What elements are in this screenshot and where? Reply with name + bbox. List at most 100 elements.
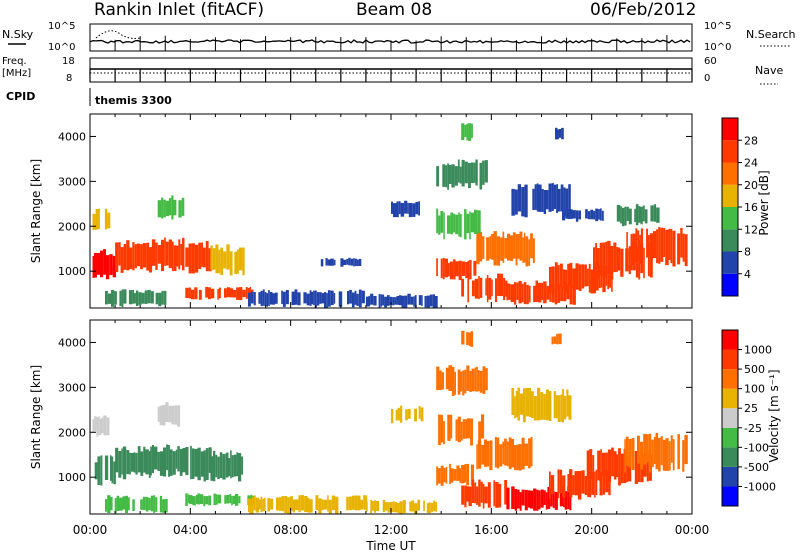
power-echo-stripe bbox=[321, 293, 324, 304]
power-echo-stripe bbox=[600, 269, 603, 288]
power-echo-stripe bbox=[584, 264, 587, 287]
velocity-echo-stripe bbox=[476, 366, 478, 392]
velocity-echo-stripe bbox=[524, 443, 529, 466]
x-tick-label: 08:00 bbox=[273, 523, 308, 537]
velocity-echo-stripe bbox=[563, 488, 565, 508]
power-echo-stripe bbox=[538, 184, 542, 212]
power-echo-stripe bbox=[572, 284, 576, 305]
power-echo-stripe bbox=[595, 243, 597, 280]
power-echo-stripe bbox=[471, 280, 475, 297]
velocity-echo-stripe bbox=[504, 438, 507, 466]
power-echo-stripe bbox=[142, 243, 147, 268]
power-echo-stripe bbox=[168, 198, 172, 216]
power-echo-stripe bbox=[129, 247, 133, 270]
power-echo-stripe bbox=[210, 288, 215, 299]
velocity-echo-stripe bbox=[165, 402, 169, 422]
velocity-echo-stripe bbox=[574, 471, 578, 496]
velocity-echo-stripe bbox=[118, 451, 122, 478]
power-echo-stripe bbox=[663, 228, 666, 257]
power-echo-stripe bbox=[370, 293, 374, 305]
velocity-echo-stripe bbox=[514, 396, 516, 419]
power-echo-stripe bbox=[545, 190, 549, 210]
velocity-echo-stripe bbox=[115, 447, 119, 473]
power-echo-stripe bbox=[528, 285, 531, 303]
power-echo-stripe bbox=[639, 234, 641, 264]
power-echo-stripe bbox=[358, 289, 362, 308]
power-echo-stripe bbox=[680, 227, 683, 258]
velocity-echo-stripe bbox=[292, 499, 295, 513]
velocity-regions bbox=[92, 330, 688, 514]
velocity-echo-stripe bbox=[217, 494, 222, 504]
colorbar-swatch bbox=[722, 229, 738, 252]
power-echo-stripe bbox=[182, 237, 185, 271]
velocity-echo-stripe bbox=[589, 472, 592, 498]
power-echo-stripe bbox=[118, 242, 121, 266]
velocity-echo-stripe bbox=[402, 500, 406, 514]
power-echo-stripe bbox=[146, 242, 149, 271]
velocity-echo-stripe bbox=[194, 448, 198, 477]
y-tick-label: 2000 bbox=[58, 426, 86, 439]
power-echo-stripe bbox=[541, 189, 544, 212]
velocity-echo-stripe bbox=[154, 446, 158, 470]
power-echo-stripe bbox=[373, 296, 377, 306]
power-echo-stripe bbox=[440, 211, 444, 233]
velocity-echo-stripe bbox=[653, 436, 656, 464]
velocity-echo-stripe bbox=[199, 494, 204, 504]
velocity-echo-stripe bbox=[602, 470, 605, 495]
power-echo-stripe bbox=[464, 209, 467, 240]
power-echo-stripe bbox=[306, 293, 310, 306]
velocity-echo-stripe bbox=[651, 439, 654, 468]
power-echo-stripe bbox=[486, 237, 490, 261]
power-echo-stripe bbox=[585, 209, 588, 219]
velocity-echo-stripe bbox=[94, 416, 97, 432]
velocity-echo-stripe bbox=[646, 449, 649, 482]
velocity-echo-stripe bbox=[433, 500, 436, 512]
power-echo-stripe bbox=[635, 228, 638, 263]
velocity-echo-stripe bbox=[470, 418, 473, 446]
power-echo-stripe bbox=[151, 239, 156, 266]
station-title: Rankin Inlet (fitACF) bbox=[94, 0, 265, 20]
velocity-echo-stripe bbox=[264, 497, 266, 511]
velocity-echo-stripe bbox=[470, 464, 474, 486]
velocity-echo-stripe bbox=[624, 439, 626, 473]
velocity-echo-stripe bbox=[516, 444, 519, 471]
power-echo-stripe bbox=[429, 294, 433, 307]
velocity-echo-stripe bbox=[351, 495, 355, 510]
power-echo-stripe bbox=[226, 287, 230, 298]
velocity-echo-stripe bbox=[543, 394, 546, 420]
power-echo-stripe bbox=[157, 200, 162, 218]
velocity-echo-stripe bbox=[159, 405, 163, 426]
power-echo-stripe bbox=[103, 249, 106, 275]
power-echo-stripe bbox=[607, 265, 610, 290]
power-echo-stripe bbox=[523, 232, 526, 263]
velocity-echo-stripe bbox=[276, 497, 280, 511]
power-echo-stripe bbox=[473, 260, 477, 276]
velocity-echo-stripe bbox=[462, 419, 466, 439]
velocity-echo-stripe bbox=[557, 395, 561, 422]
velocity-echo-stripe bbox=[203, 450, 206, 482]
velocity-echo-stripe bbox=[494, 437, 497, 468]
power-echo-stripe bbox=[553, 184, 556, 209]
power-echo-stripe bbox=[220, 247, 224, 276]
power-echo-stripe bbox=[421, 295, 423, 306]
power-echo-stripe bbox=[469, 259, 472, 280]
velocity-echo-stripe bbox=[241, 456, 244, 475]
velocity-echo-stripe bbox=[613, 451, 617, 480]
velocity-echo-stripe bbox=[655, 432, 658, 470]
power-echo-stripe bbox=[314, 290, 317, 308]
velocity-echo-stripe bbox=[476, 444, 478, 470]
velocity-echo-stripe bbox=[98, 416, 100, 436]
velocity-echo-stripe bbox=[464, 369, 467, 394]
power-echo-stripe bbox=[436, 258, 438, 277]
velocity-echo-stripe bbox=[315, 495, 319, 511]
velocity-echo-stripe bbox=[648, 433, 652, 473]
velocity-echo-stripe bbox=[106, 417, 110, 436]
velocity-echo-stripe bbox=[346, 496, 349, 511]
velocity-echo-stripe bbox=[481, 414, 485, 439]
velocity-echo-stripe bbox=[94, 462, 98, 480]
power-echo-stripe bbox=[644, 209, 648, 224]
power-echo-stripe bbox=[506, 283, 509, 301]
velocity-echo-stripe bbox=[267, 498, 271, 512]
velocity-echo-stripe bbox=[225, 452, 229, 478]
power-echo-stripe bbox=[356, 259, 359, 267]
